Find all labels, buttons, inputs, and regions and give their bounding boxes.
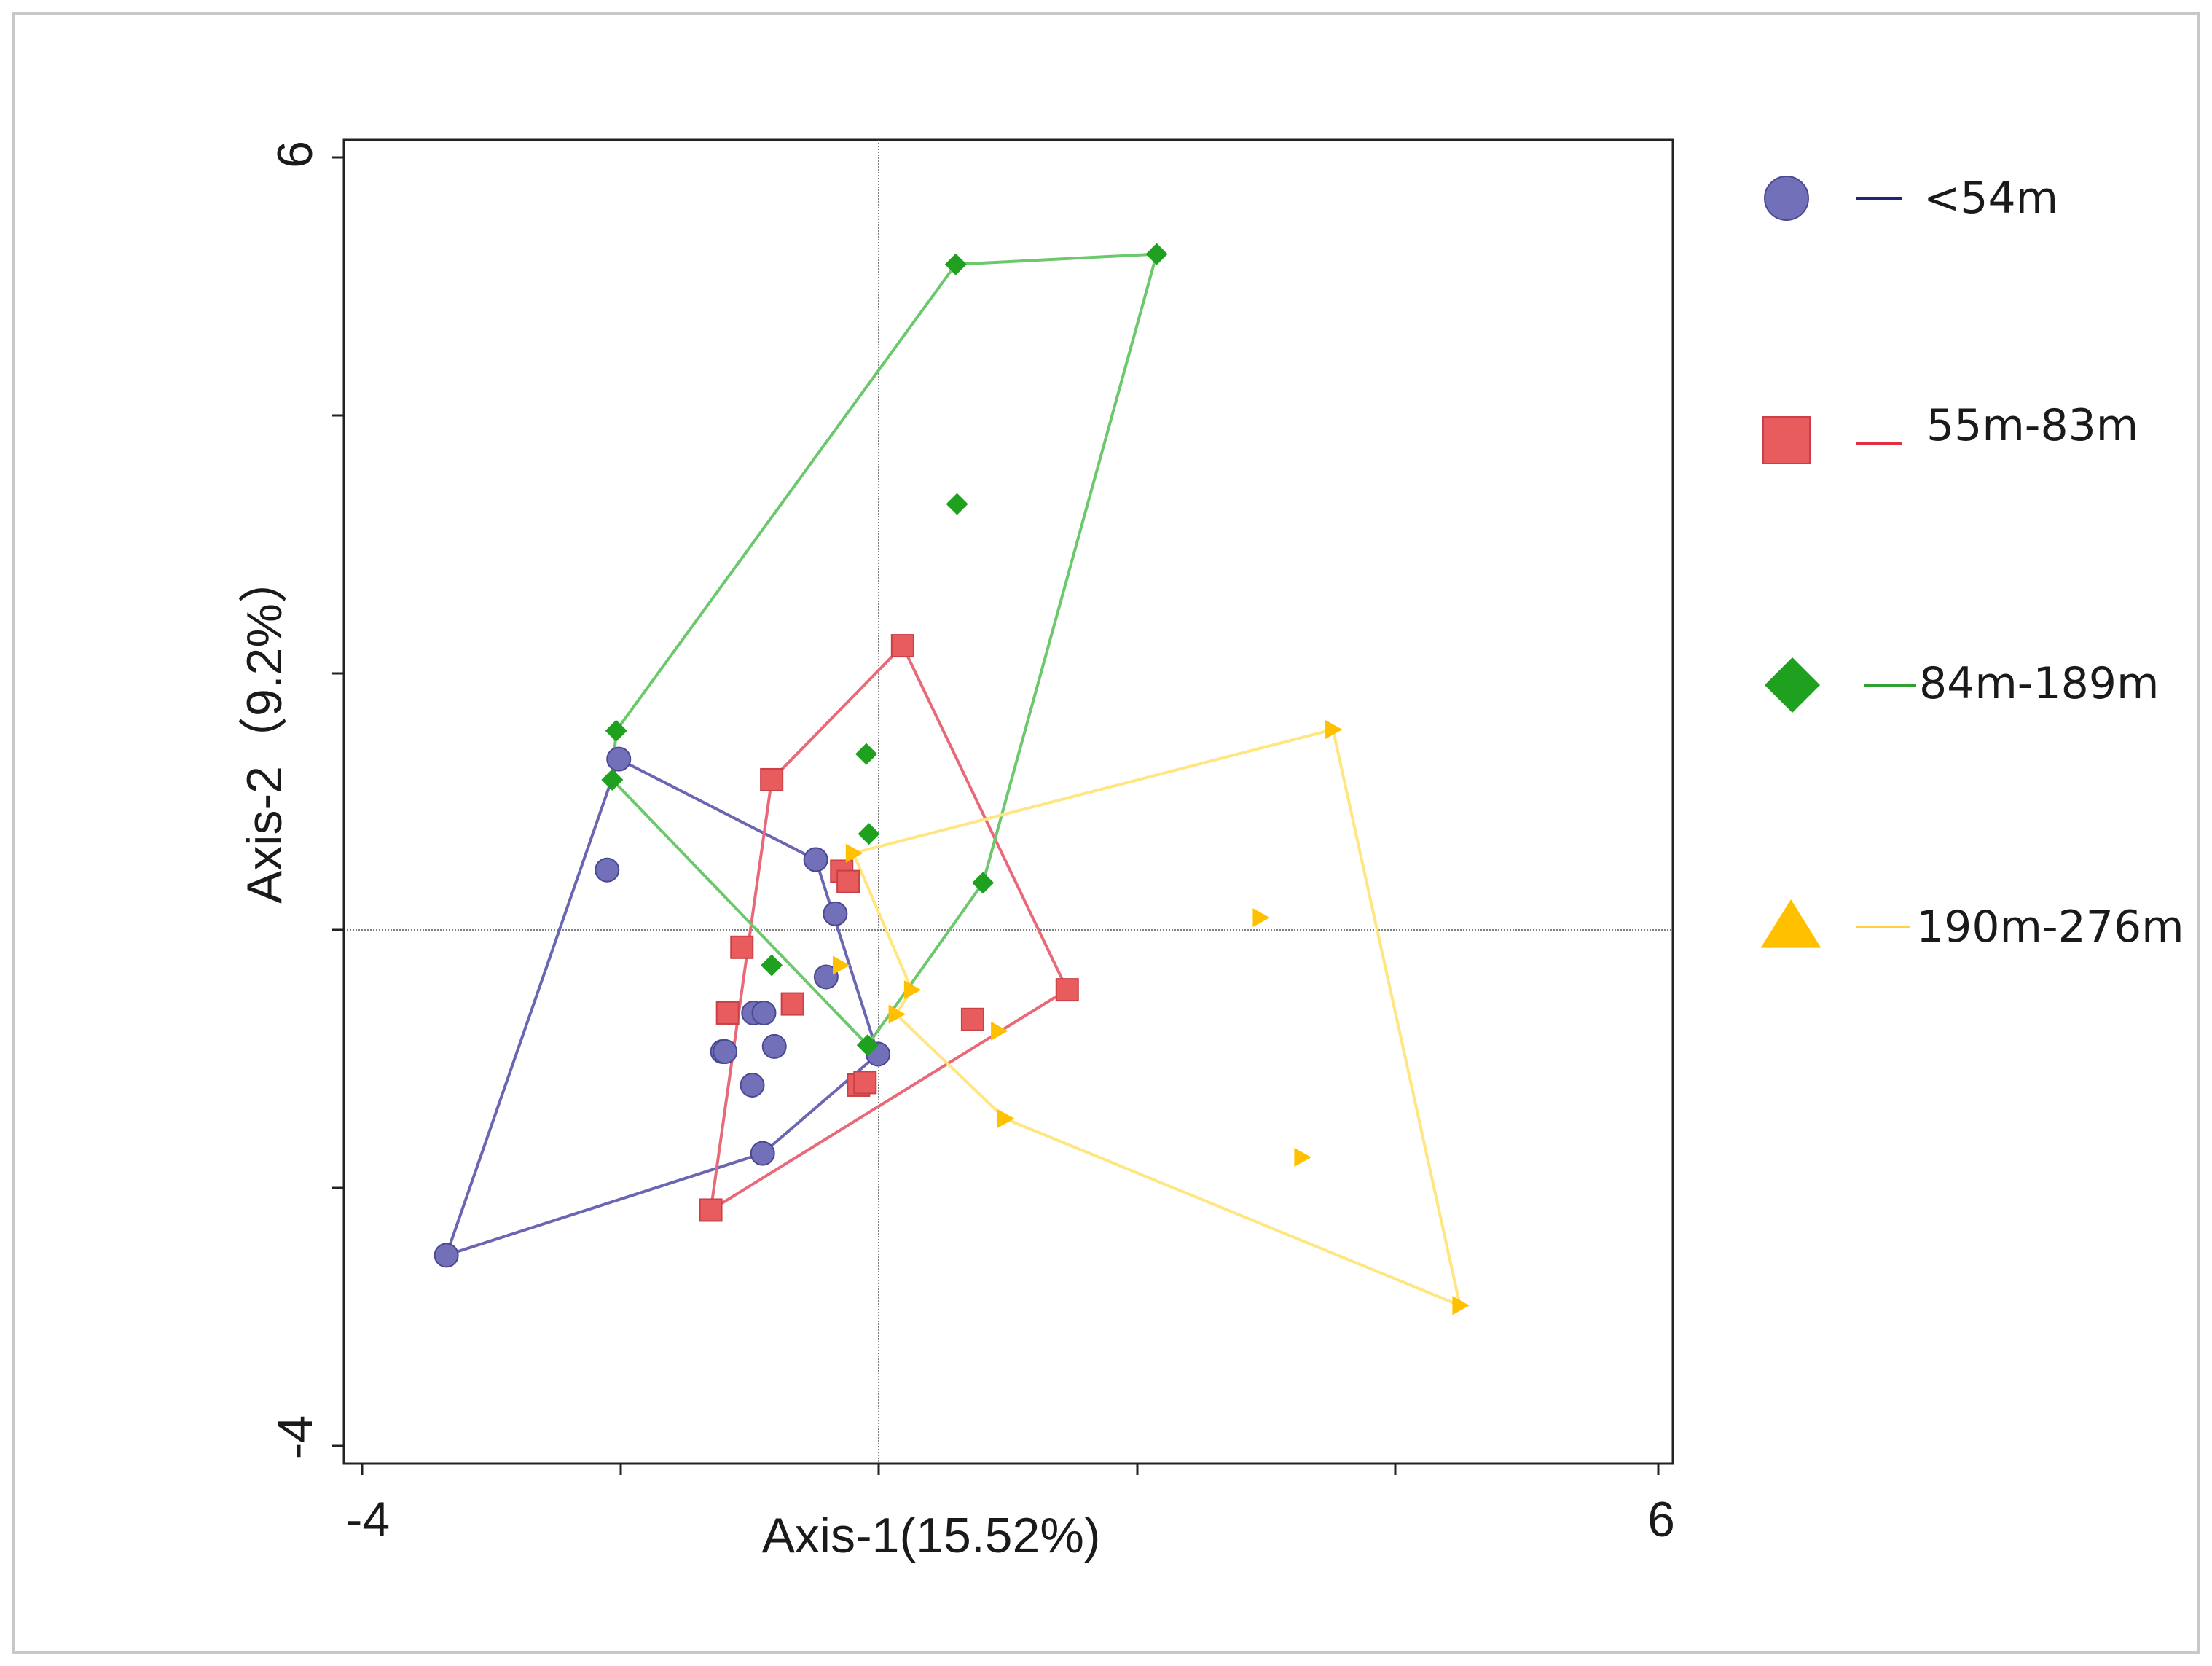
point-triangle <box>991 1021 1008 1041</box>
point-square <box>715 1001 740 1025</box>
point-square <box>1055 978 1079 1002</box>
point-circle <box>434 1243 459 1268</box>
point-diamond <box>601 768 624 791</box>
x-tick-label-max: 6 <box>1647 1492 1675 1547</box>
figure-frame <box>12 12 2200 1654</box>
point-circle <box>606 746 632 772</box>
point-circle <box>750 1141 775 1166</box>
point-circle <box>713 1039 738 1064</box>
point-diamond <box>1145 243 1168 265</box>
point-circle <box>740 1072 765 1098</box>
point-square <box>853 1071 877 1095</box>
legend-label: <54m <box>1923 173 2058 224</box>
legend-item-190m-276m: 190m-276m <box>1760 899 2184 953</box>
point-triangle <box>903 980 922 1000</box>
legend-item-55m-83m: 55m-83m <box>1762 400 2138 464</box>
point-circle <box>813 964 839 990</box>
convex-hulls <box>444 252 1462 1307</box>
x-tick-label-min: -4 <box>346 1492 390 1547</box>
point-triangle <box>1325 719 1343 739</box>
legend-label: 190m-276m <box>1916 902 2184 953</box>
plot-area <box>342 138 1674 1465</box>
y-tick-label-max: 6 <box>267 141 323 168</box>
series-square <box>699 634 1079 1222</box>
series-circle <box>434 746 891 1268</box>
point-triangle <box>888 1004 906 1024</box>
legend-item-lt54m: <54m <box>1764 173 2058 224</box>
point-square <box>780 992 804 1016</box>
point-diamond <box>946 493 968 515</box>
point-circle <box>803 847 828 872</box>
point-triangle <box>1452 1296 1470 1315</box>
series-diamond <box>601 243 1168 1057</box>
point-diamond <box>605 719 627 742</box>
point-triangle <box>833 955 850 975</box>
legend-icon-triangle <box>1760 899 1821 948</box>
legend-label: 55m-83m <box>1926 400 2138 451</box>
y-axis-title: Axis-2（9.2%） <box>237 554 292 904</box>
point-circle <box>823 901 848 926</box>
y-axis-ticks <box>332 156 344 1447</box>
point-circle <box>595 857 620 883</box>
point-triangle <box>997 1108 1015 1128</box>
legend-label: 84m-189m <box>1919 658 2159 709</box>
point-diamond <box>972 872 995 894</box>
data-points <box>434 243 1470 1315</box>
point-square <box>960 1007 984 1031</box>
point-diamond <box>761 954 783 977</box>
legend-icon-circle <box>1764 176 1809 221</box>
point-square <box>699 1198 723 1222</box>
point-triangle <box>845 843 863 863</box>
point-diamond <box>855 743 878 765</box>
legend-item-84m-189m: 84m-189m <box>1765 657 2159 713</box>
legend-marker-circle <box>1764 176 1809 221</box>
point-circle <box>761 1033 787 1059</box>
legend-marker-triangle <box>1760 899 1821 948</box>
point-diamond <box>858 823 880 845</box>
legend-marker-diamond <box>1765 657 1820 713</box>
point-square <box>760 767 784 791</box>
legend-icon-diamond <box>1765 657 1820 713</box>
legend: <54m 55m-83m 84m-189m 190m-276m <box>1760 173 2184 953</box>
point-triangle <box>1294 1147 1311 1167</box>
point-circle <box>751 1000 777 1025</box>
hull-circle <box>444 757 880 1257</box>
point-square <box>730 935 754 959</box>
x-axis-ticks <box>361 1463 1660 1475</box>
legend-marker-square <box>1762 416 1811 464</box>
point-diamond <box>944 253 967 275</box>
hull-square <box>709 644 1069 1212</box>
point-square <box>836 869 860 893</box>
point-diamond <box>856 1034 879 1057</box>
series-triangle <box>833 719 1470 1315</box>
x-axis-title: Axis-1(15.52%) <box>762 1508 1101 1563</box>
hull-triangle <box>852 727 1462 1307</box>
point-square <box>890 634 914 658</box>
y-tick-label-min: -4 <box>267 1415 323 1459</box>
legend-icon-square <box>1762 416 1811 464</box>
point-triangle <box>1252 908 1270 928</box>
